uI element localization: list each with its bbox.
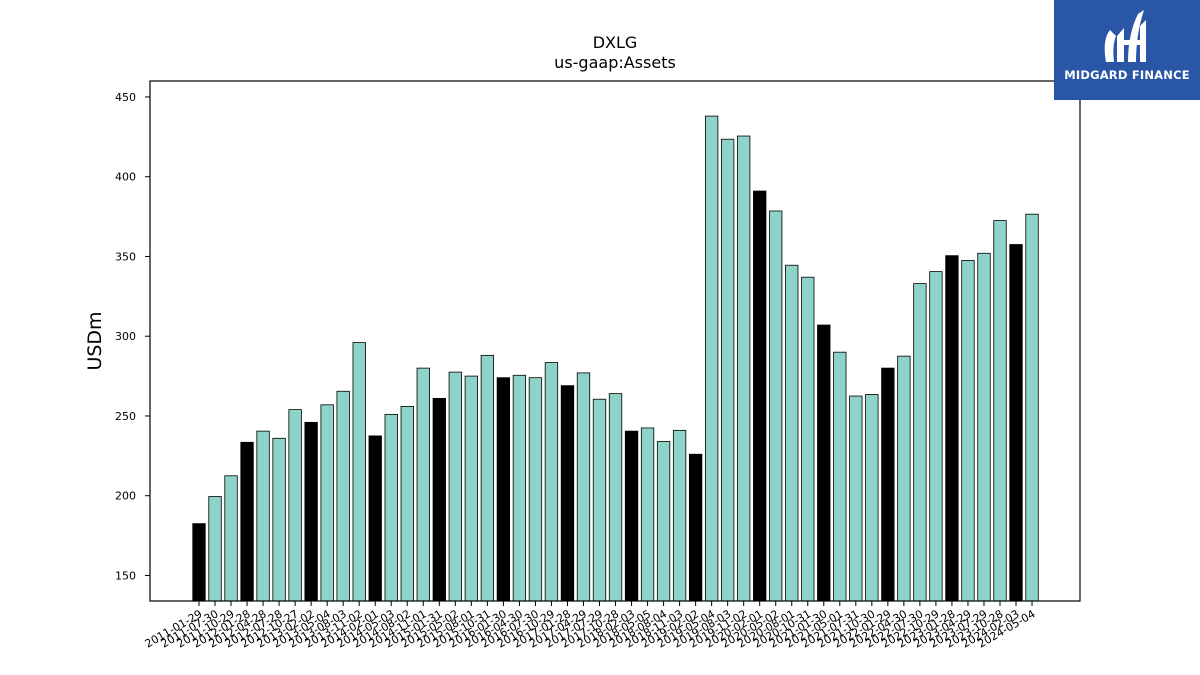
bar-2020-10-31 bbox=[801, 276, 815, 602]
bars bbox=[192, 115, 1039, 602]
bar-2013-08-03 bbox=[336, 390, 350, 602]
chart-subtitle: us-gaap:Assets bbox=[554, 53, 676, 72]
bar-2021-01-30 bbox=[817, 324, 831, 602]
bar-2019-05-04 bbox=[704, 115, 719, 602]
bar-2012-01-28 bbox=[240, 441, 254, 602]
bar-2019-11-02 bbox=[737, 135, 751, 602]
bar-2023-04-29 bbox=[961, 260, 975, 602]
brand-logo: MIDGARD FINANCE bbox=[1054, 0, 1200, 100]
bar-2020-02-01 bbox=[753, 190, 767, 602]
bar-2011-10-29 bbox=[224, 475, 238, 602]
bar-2013-02-02 bbox=[304, 421, 318, 602]
bar-2012-07-28 bbox=[272, 437, 286, 602]
bar-2024-02-03 bbox=[1009, 244, 1023, 602]
y-axis: 150 200 250 300 350 400 450 bbox=[115, 91, 150, 582]
bar-2017-07-29 bbox=[592, 398, 607, 602]
y-tick-label: 250 bbox=[115, 410, 136, 423]
bar-2021-05-01 bbox=[833, 351, 847, 602]
bar-2018-08-04 bbox=[656, 441, 671, 602]
x-axis: 2011-01-292011-07-302011-10-292012-01-28… bbox=[143, 601, 1038, 651]
y-tick-label: 450 bbox=[115, 91, 136, 104]
bar-2019-08-03 bbox=[721, 138, 735, 602]
bar-2012-10-27 bbox=[288, 409, 302, 602]
bar-2022-07-30 bbox=[913, 283, 927, 602]
y-tick-label: 300 bbox=[115, 330, 136, 343]
bar-2017-10-28 bbox=[608, 393, 623, 602]
bar-2013-11-02 bbox=[352, 342, 366, 602]
bar-2011-07-30 bbox=[208, 496, 222, 602]
bar-2017-01-28 bbox=[560, 385, 575, 602]
plot-frame bbox=[149, 80, 1081, 602]
bar-2014-11-01 bbox=[416, 367, 430, 602]
y-tick-label: 200 bbox=[115, 490, 136, 503]
bar-2020-05-02 bbox=[769, 210, 783, 602]
bar-2024-05-04 bbox=[1025, 213, 1039, 602]
bar-2015-10-31 bbox=[480, 354, 495, 602]
bar-2023-01-28 bbox=[945, 255, 959, 602]
bar-2022-10-29 bbox=[929, 271, 943, 602]
logo-mark-icon bbox=[1104, 10, 1146, 62]
brand-logo-text: MIDGARD FINANCE bbox=[1064, 68, 1190, 82]
bar-2018-02-03 bbox=[624, 430, 639, 602]
bar-2016-04-30 bbox=[512, 374, 527, 602]
bar-2014-08-02 bbox=[400, 405, 414, 602]
bar-2023-07-29 bbox=[977, 252, 991, 602]
bar-2018-05-05 bbox=[640, 427, 655, 602]
bar-2021-10-30 bbox=[865, 394, 879, 602]
bar-2018-11-03 bbox=[672, 429, 687, 602]
bar-2013-05-04 bbox=[320, 404, 334, 602]
bar-2015-08-01 bbox=[464, 375, 478, 602]
bar-2022-01-29 bbox=[881, 367, 895, 602]
y-tick-label: 350 bbox=[115, 250, 136, 263]
bar-2017-04-29 bbox=[576, 372, 591, 602]
bar-2016-07-30 bbox=[528, 377, 543, 602]
bar-2020-08-01 bbox=[785, 264, 799, 602]
y-tick-label: 150 bbox=[115, 569, 136, 582]
bar-2014-05-03 bbox=[384, 413, 398, 602]
bar-2015-05-02 bbox=[448, 371, 462, 602]
bar-2011-01-29 bbox=[192, 523, 206, 602]
bar-2016-10-29 bbox=[544, 362, 559, 602]
y-tick-label: 400 bbox=[115, 171, 136, 184]
bar-2012-04-28 bbox=[256, 430, 270, 602]
y-axis-label: USDm bbox=[84, 311, 106, 370]
bar-2023-10-28 bbox=[993, 220, 1007, 602]
bar-2014-02-01 bbox=[368, 435, 382, 602]
bar-2016-01-30 bbox=[496, 377, 511, 602]
bar-2022-04-30 bbox=[897, 355, 911, 602]
chart-title: DXLG bbox=[593, 33, 638, 52]
bar-2019-02-02 bbox=[688, 453, 703, 602]
bar-2015-01-31 bbox=[432, 398, 446, 602]
bar-2021-07-31 bbox=[849, 395, 863, 602]
